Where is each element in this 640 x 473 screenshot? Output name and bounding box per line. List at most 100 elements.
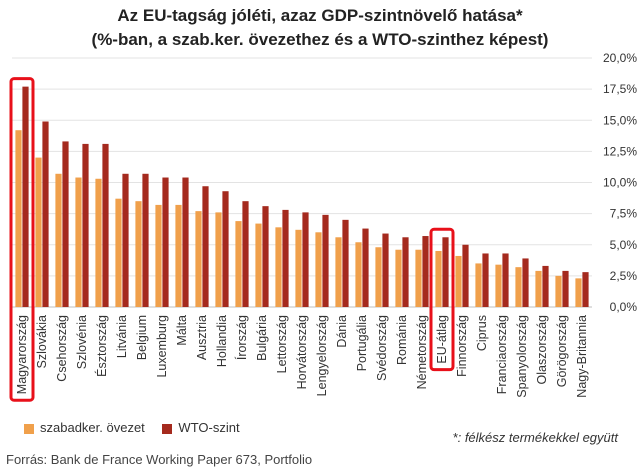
bar-free-trade — [155, 204, 162, 307]
legend-item-wto: WTO-szint — [162, 420, 240, 435]
bar-free-trade — [355, 242, 362, 307]
bar-free-trade — [515, 267, 522, 307]
bar-free-trade — [375, 247, 382, 307]
bar-free-trade — [535, 270, 542, 307]
y-tick-label: 17,5% — [603, 82, 637, 96]
bar-free-trade — [95, 178, 102, 307]
bar-wto — [482, 253, 489, 307]
bar-wto — [422, 236, 429, 307]
x-tick-label: Litvánia — [115, 315, 129, 358]
x-tick-label: Portugália — [355, 315, 369, 371]
bar-wto — [402, 237, 409, 307]
x-tick-label: Spanyolország — [515, 315, 529, 398]
bar-free-trade — [135, 201, 142, 307]
x-tick-label: Ausztria — [195, 315, 209, 360]
bar-wto — [102, 143, 109, 307]
legend-swatch-wto — [162, 423, 173, 434]
x-tick-label: Németország — [415, 315, 429, 389]
bar-wto — [362, 228, 369, 307]
bar-wto — [202, 186, 209, 307]
bar-free-trade — [15, 130, 22, 307]
bar-wto — [82, 143, 89, 307]
bar-wto — [22, 86, 29, 307]
x-tick-label: EU-átlag — [435, 315, 449, 364]
bar-free-trade — [455, 255, 462, 307]
x-tick-label: Görögország — [555, 315, 569, 387]
highlight-box — [9, 77, 35, 402]
bars — [15, 86, 589, 308]
legend-label-free-trade: szabadker. övezet — [40, 420, 145, 435]
y-axis-ticks: 0,0% 2,5% 5,0% 7,5% 10,0% 12,5% 15,0% 17,5% 20,0… — [603, 51, 637, 314]
x-tick-label: Románia — [395, 315, 409, 365]
bar-free-trade — [415, 249, 422, 307]
bar-free-trade — [35, 157, 42, 307]
bar-free-trade — [235, 221, 242, 307]
x-tick-label: Hollandia — [215, 315, 229, 367]
chart-title: Az EU-tagság jóléti, azaz GDP-szintnövel… — [0, 4, 640, 52]
bar-wto — [222, 191, 229, 307]
bar-free-trade — [555, 275, 562, 307]
bar-wto — [582, 272, 589, 307]
x-tick-label: Írország — [234, 315, 249, 360]
highlight-box — [429, 227, 455, 372]
x-tick-label: Szlovákia — [35, 315, 49, 369]
bar-free-trade — [75, 177, 82, 307]
bar-free-trade — [115, 198, 122, 307]
x-tick-label: Olaszország — [535, 315, 549, 385]
bar-wto — [342, 219, 349, 307]
x-tick-label: Lettország — [275, 315, 289, 373]
x-tick-label: Észtország — [94, 315, 109, 377]
source-note: Forrás: Bank de France Working Paper 673… — [6, 452, 313, 467]
bar-wto — [262, 206, 269, 307]
bar-wto — [282, 209, 289, 307]
x-tick-label: Belgium — [135, 315, 149, 360]
x-tick-label: Lengyelország — [315, 315, 329, 396]
bar-free-trade — [395, 249, 402, 307]
bar-free-trade — [295, 229, 302, 307]
bar-wto — [502, 253, 509, 307]
bar-wto — [322, 214, 329, 307]
bar-free-trade — [335, 237, 342, 307]
x-tick-label: Finnország — [455, 315, 469, 377]
x-tick-label: Szlovénia — [75, 315, 89, 369]
bar-wto — [382, 233, 389, 307]
x-tick-label: Luxemburg — [155, 315, 169, 378]
legend-swatch-free-trade — [24, 423, 34, 434]
y-tick-label: 20,0% — [603, 51, 637, 65]
y-tick-label: 0,0% — [610, 300, 638, 314]
x-tick-label: Franciaország — [495, 315, 509, 394]
x-tick-label: Bulgária — [255, 315, 269, 361]
bar-wto — [242, 201, 249, 307]
bar-free-trade — [475, 263, 482, 307]
legend-label-wto: WTO-szint — [178, 420, 240, 435]
x-tick-label: Svédország — [375, 315, 389, 381]
bar-free-trade — [315, 232, 322, 307]
bar-wto — [62, 141, 69, 307]
bar-wto — [302, 212, 309, 307]
x-tick-label: Ciprus — [475, 315, 489, 351]
x-tick-label: Málta — [175, 315, 189, 346]
y-tick-label: 12,5% — [603, 144, 637, 158]
bar-wto — [542, 265, 549, 307]
chart-title-line2: (%-ban, a szab.ker. övezethez és a WTO-s… — [91, 30, 549, 49]
bar-free-trade — [275, 227, 282, 307]
y-tick-label: 2,5% — [610, 269, 638, 283]
bar-free-trade — [495, 264, 502, 307]
legend: szabadker. övezet WTO-szint — [24, 420, 254, 435]
bar-wto — [122, 173, 129, 307]
bar-wto — [442, 237, 449, 307]
bar-free-trade — [175, 204, 182, 307]
highlight-boxes — [9, 77, 455, 402]
footnote: *: félkész termékekkel együtt — [452, 430, 618, 445]
bar-wto — [182, 177, 189, 307]
chart-title-line1: Az EU-tagság jóléti, azaz GDP-szintnövel… — [117, 6, 523, 25]
bar-free-trade — [435, 250, 442, 307]
bar-free-trade — [255, 223, 262, 307]
bar-free-trade — [55, 173, 62, 307]
bar-wto — [522, 258, 529, 307]
bar-wto — [162, 177, 169, 307]
bar-wto — [562, 270, 569, 307]
y-tick-label: 15,0% — [603, 113, 637, 127]
x-tick-label: Magyarország — [15, 315, 29, 394]
